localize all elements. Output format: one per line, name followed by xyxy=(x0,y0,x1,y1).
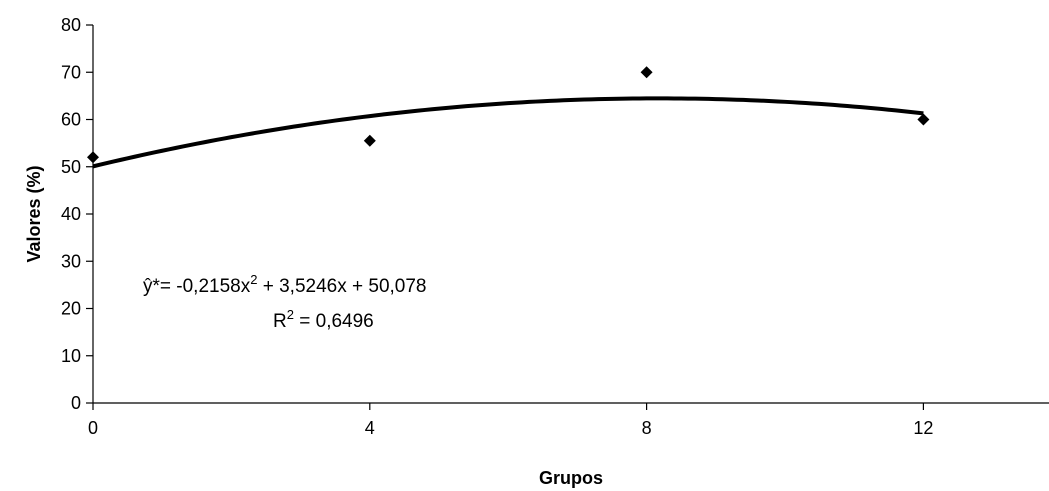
trendline xyxy=(92,96,924,169)
y-tick-label: 20 xyxy=(61,299,81,319)
y-tick-label: 30 xyxy=(61,251,81,271)
axes xyxy=(92,25,1049,404)
x-tick-label: 12 xyxy=(913,418,933,438)
x-ticks: 0 4 8 12 xyxy=(88,403,933,438)
y-tick-label: 80 xyxy=(61,15,81,35)
data-point xyxy=(640,66,653,79)
y-ticks: 0 10 20 30 40 50 60 70 80 xyxy=(61,15,93,413)
data-points xyxy=(87,66,930,164)
equation-exponent: 2 xyxy=(250,272,257,287)
r2-prefix: R xyxy=(273,311,287,332)
r2-suffix: = 0,6496 xyxy=(294,311,374,332)
x-tick-label: 4 xyxy=(365,418,375,438)
y-axis-title: Valores (%) xyxy=(24,165,44,262)
r-squared-label: R2 = 0,6496 xyxy=(273,307,374,332)
trendline-equation: ŷ*= -0,2158x2 + 3,5246x + 50,078 xyxy=(143,272,427,297)
y-tick-label: 40 xyxy=(61,204,81,224)
y-tick-label: 50 xyxy=(61,157,81,177)
y-tick-label: 0 xyxy=(71,393,81,413)
y-tick-label: 70 xyxy=(61,62,81,82)
data-point xyxy=(363,134,376,147)
y-tick-label: 10 xyxy=(61,346,81,366)
x-tick-label: 0 xyxy=(88,418,98,438)
equation-suffix: + 3,5246x + 50,078 xyxy=(257,276,426,297)
data-point xyxy=(917,113,930,126)
x-tick-label: 8 xyxy=(642,418,652,438)
r2-exponent: 2 xyxy=(287,307,294,322)
x-axis-title: Grupos xyxy=(539,468,603,488)
equation-prefix: ŷ*= -0,2158x xyxy=(143,276,251,297)
y-tick-label: 60 xyxy=(61,110,81,130)
data-point xyxy=(87,151,99,164)
